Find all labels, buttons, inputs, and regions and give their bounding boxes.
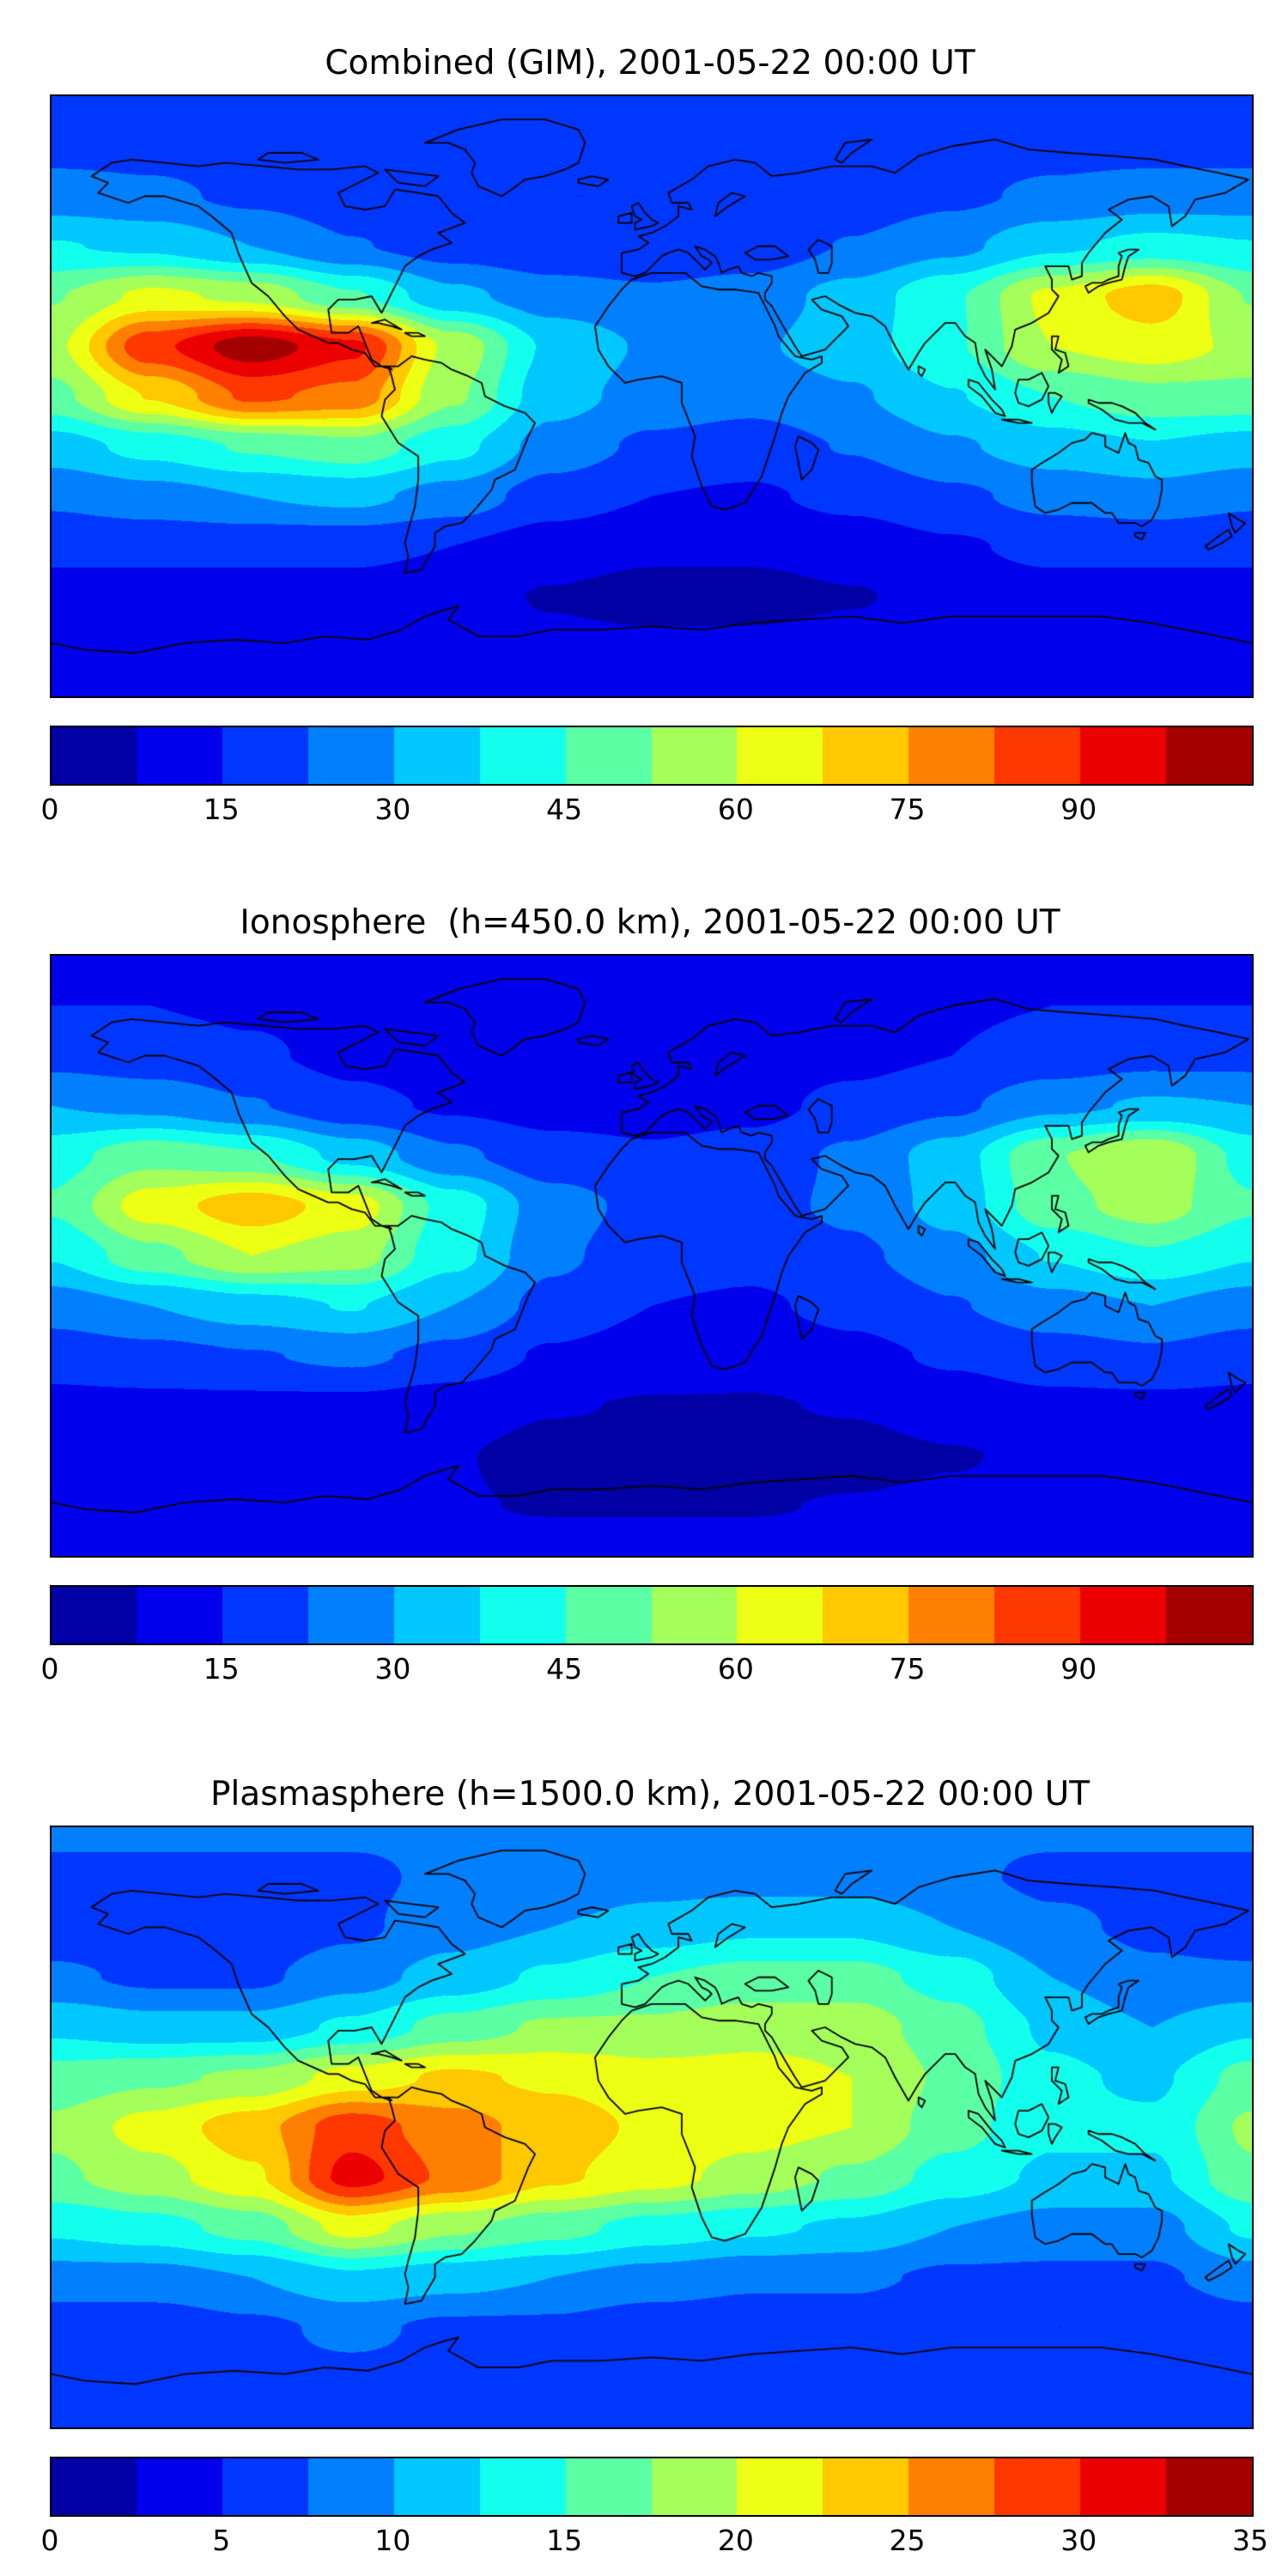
map-canvas-combined (52, 96, 1252, 696)
colorbar-tick-label: 90 (1060, 1652, 1097, 1686)
map-frame-ionosphere (50, 954, 1254, 1558)
colorbar-tick-label: 90 (1060, 793, 1097, 826)
panel-title-combined: Combined (GIM), 2001-05-22 00:00 UT (325, 44, 975, 82)
colorbar-tick-label: 5 (212, 2524, 231, 2557)
colorbar-tick-label: 25 (889, 2524, 926, 2557)
colorbar-canvas-plasmasphere (52, 2458, 1252, 2515)
colorbar-ticks-plasmasphere: 0 5 10 15 20 25 30 35 (41, 2522, 1269, 2561)
colorbar-tick-label: 60 (717, 1652, 754, 1686)
colorbar-tick-label: 60 (717, 793, 754, 826)
colorbar-tick-label: 30 (374, 1652, 411, 1686)
colorbar-tick-label: 0 (40, 1652, 59, 1686)
map-frame-plasmasphere (50, 1826, 1254, 2429)
colorbar-ticks-combined: 0 15 30 45 60 75 90 (41, 791, 1250, 830)
panel-title-plasmasphere: Plasmasphere (h=1500.0 km), 2001-05-22 0… (210, 1775, 1091, 1814)
map-frame-combined (50, 94, 1254, 698)
colorbar-tick-label: 75 (889, 793, 926, 826)
colorbar-tick-label: 75 (889, 1652, 926, 1686)
colorbar-tick-label: 10 (374, 2524, 411, 2557)
colorbar-tick-label: 30 (374, 793, 411, 826)
colorbar-tick-label: 35 (1232, 2524, 1268, 2557)
panel-title-ionosphere: Ionosphere (h=450.0 km), 2001-05-22 00:0… (240, 903, 1060, 942)
map-canvas-plasmasphere (52, 1827, 1252, 2427)
panel-combined: Combined (GIM), 2001-05-22 00:00 UT 0 15 3… (0, 0, 1288, 830)
colorbar-ticks-ionosphere: 0 15 30 45 60 75 90 (41, 1650, 1250, 1690)
colorbar-tick-label: 15 (546, 2524, 583, 2557)
colorbar-tick-label: 45 (546, 1652, 583, 1686)
colorbar-tick-label: 0 (40, 2524, 59, 2557)
colorbar-frame-ionosphere (50, 1585, 1254, 1645)
colorbar-canvas-ionosphere (52, 1587, 1252, 1643)
panel-plasmasphere: Plasmasphere (h=1500.0 km), 2001-05-22 0… (0, 1690, 1288, 2561)
colorbar-tick-label: 20 (717, 2524, 754, 2557)
colorbar-tick-label: 15 (203, 1652, 240, 1686)
colorbar-tick-label: 45 (546, 793, 583, 826)
colorbar-frame-combined (50, 726, 1254, 786)
map-canvas-ionosphere (52, 956, 1252, 1556)
colorbar-frame-plasmasphere (50, 2457, 1254, 2517)
colorbar-tick-label: 0 (40, 793, 59, 826)
colorbar-tick-label: 30 (1060, 2524, 1097, 2557)
panel-ionosphere: Ionosphere (h=450.0 km), 2001-05-22 00:0… (0, 830, 1288, 1690)
colorbar-canvas-combined (52, 727, 1252, 784)
colorbar-tick-label: 15 (203, 793, 240, 826)
